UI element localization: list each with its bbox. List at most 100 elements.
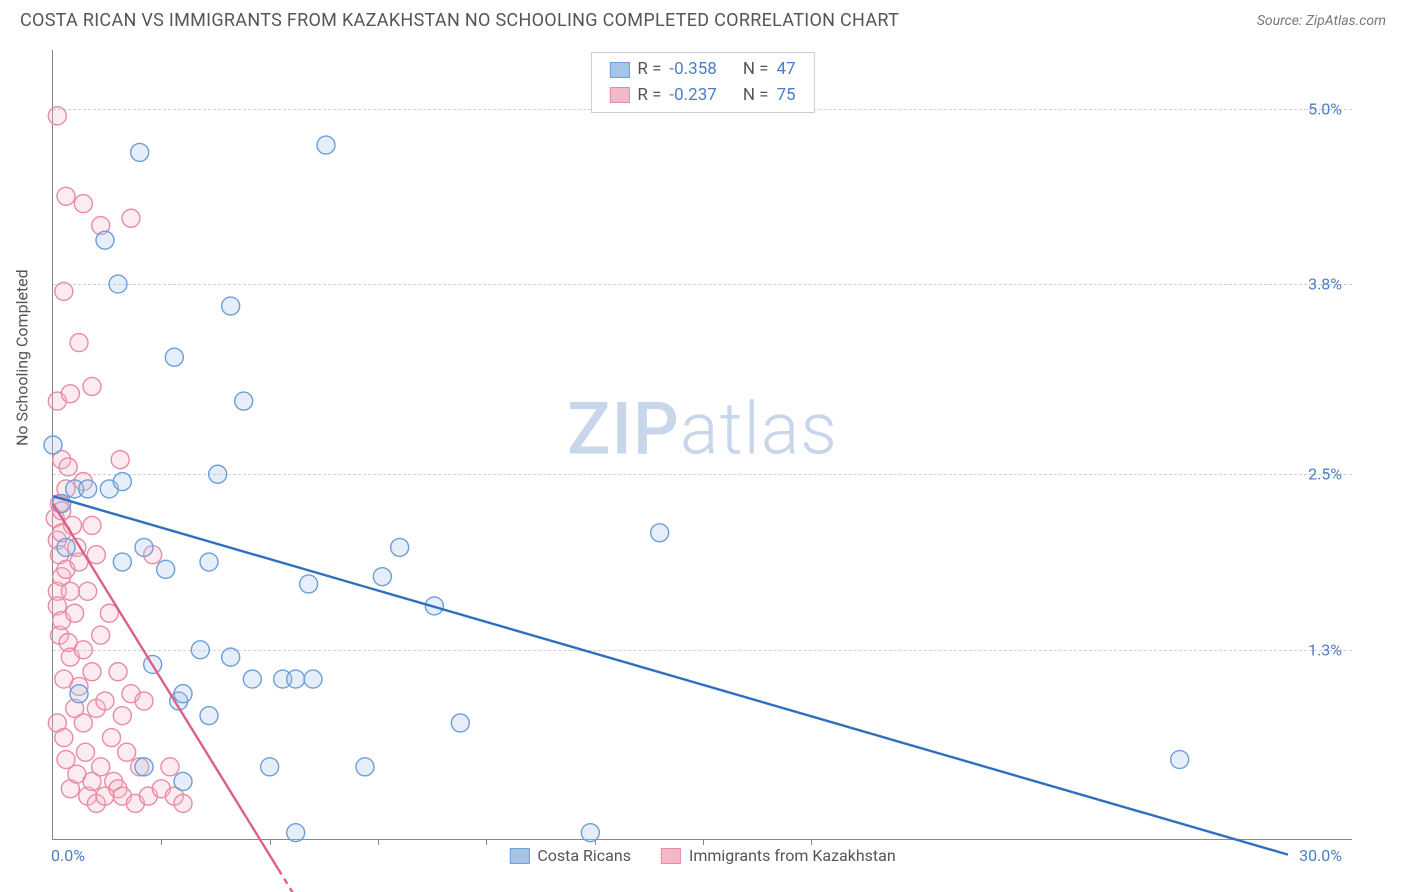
stats-row-blue: R = -0.358 N = 47 bbox=[609, 57, 795, 83]
scatter-point bbox=[222, 297, 240, 315]
scatter-point bbox=[66, 604, 84, 622]
scatter-point bbox=[451, 714, 469, 732]
scatter-point bbox=[161, 758, 179, 776]
scatter-point bbox=[135, 538, 153, 556]
scatter-point bbox=[74, 195, 92, 213]
stats-box: R = -0.358 N = 47 R = -0.237 N = 75 bbox=[590, 52, 814, 113]
n-value-blue: 47 bbox=[777, 57, 796, 83]
scatter-point bbox=[209, 465, 227, 483]
swatch-blue bbox=[609, 62, 629, 78]
scatter-point bbox=[44, 436, 62, 454]
scatter-point bbox=[48, 107, 66, 125]
scatter-point bbox=[79, 582, 97, 600]
scatter-point bbox=[235, 392, 253, 410]
scatter-point bbox=[113, 553, 131, 571]
scatter-point bbox=[287, 670, 305, 688]
scatter-point bbox=[87, 546, 105, 564]
scatter-point bbox=[200, 707, 218, 725]
trend-line bbox=[53, 496, 1288, 854]
x-tick bbox=[161, 839, 162, 845]
legend-item-blue: Costa Ricans bbox=[509, 846, 631, 865]
n-value-pink: 75 bbox=[777, 83, 796, 109]
scatter-point bbox=[92, 626, 110, 644]
x-tick bbox=[270, 839, 271, 845]
scatter-point bbox=[135, 692, 153, 710]
scatter-point bbox=[317, 136, 335, 154]
scatter-point bbox=[651, 524, 669, 542]
page-title: COSTA RICAN VS IMMIGRANTS FROM KAZAKHSTA… bbox=[20, 10, 899, 31]
scatter-svg bbox=[53, 50, 1352, 839]
scatter-point bbox=[191, 641, 209, 659]
scatter-point bbox=[70, 685, 88, 703]
scatter-point bbox=[165, 348, 183, 366]
scatter-point bbox=[581, 824, 599, 842]
scatter-point bbox=[391, 538, 409, 556]
scatter-point bbox=[118, 743, 136, 761]
scatter-point bbox=[356, 758, 374, 776]
scatter-point bbox=[304, 670, 322, 688]
scatter-point bbox=[1171, 751, 1189, 769]
scatter-point bbox=[113, 473, 131, 491]
source-name: ZipAtlas.com bbox=[1306, 13, 1386, 29]
swatch-pink bbox=[609, 87, 629, 103]
source-prefix: Source: bbox=[1257, 13, 1306, 29]
scatter-point bbox=[83, 516, 101, 534]
scatter-point bbox=[61, 385, 79, 403]
scatter-point bbox=[174, 685, 192, 703]
scatter-point bbox=[131, 143, 149, 161]
scatter-point bbox=[79, 480, 97, 498]
legend-swatch-blue bbox=[509, 848, 529, 864]
scatter-point bbox=[83, 663, 101, 681]
scatter-point bbox=[70, 334, 88, 352]
r-label-pink: R = bbox=[637, 83, 661, 109]
scatter-point bbox=[61, 582, 79, 600]
n-label-pink: N = bbox=[743, 83, 769, 109]
scatter-point bbox=[103, 729, 121, 747]
legend-label-blue: Costa Ricans bbox=[537, 846, 631, 865]
scatter-point bbox=[83, 377, 101, 395]
r-value-pink: -0.237 bbox=[669, 83, 716, 109]
legend-item-pink: Immigrants from Kazakhstan bbox=[661, 846, 896, 865]
scatter-point bbox=[57, 538, 75, 556]
scatter-point bbox=[200, 553, 218, 571]
scatter-point bbox=[135, 758, 153, 776]
scatter-point bbox=[92, 758, 110, 776]
x-axis-max-label: 30.0% bbox=[1299, 846, 1342, 865]
scatter-point bbox=[261, 758, 279, 776]
chart-plot-area: ZIPatlas 1.3%2.5%3.8%5.0% R = -0.358 N =… bbox=[52, 50, 1352, 840]
x-tick bbox=[486, 839, 487, 845]
scatter-point bbox=[96, 231, 114, 249]
x-tick bbox=[595, 839, 596, 845]
scatter-point bbox=[122, 209, 140, 227]
scatter-point bbox=[222, 648, 240, 666]
legend: Costa Ricans Immigrants from Kazakhstan bbox=[509, 846, 895, 865]
scatter-point bbox=[55, 729, 73, 747]
scatter-point bbox=[109, 275, 127, 293]
scatter-point bbox=[174, 794, 192, 812]
n-label-blue: N = bbox=[743, 57, 769, 83]
legend-label-pink: Immigrants from Kazakhstan bbox=[689, 846, 896, 865]
trend-line bbox=[278, 869, 321, 892]
scatter-point bbox=[96, 692, 114, 710]
r-label-blue: R = bbox=[637, 57, 661, 83]
scatter-point bbox=[113, 707, 131, 725]
legend-swatch-pink bbox=[661, 848, 681, 864]
x-tick bbox=[811, 839, 812, 845]
stats-row-pink: R = -0.237 N = 75 bbox=[609, 83, 795, 109]
scatter-point bbox=[74, 641, 92, 659]
scatter-point bbox=[157, 560, 175, 578]
scatter-point bbox=[55, 282, 73, 300]
scatter-point bbox=[57, 187, 75, 205]
scatter-point bbox=[111, 451, 129, 469]
scatter-point bbox=[109, 663, 127, 681]
scatter-point bbox=[373, 568, 391, 586]
scatter-point bbox=[74, 714, 92, 732]
x-axis-min-label: 0.0% bbox=[51, 846, 85, 865]
x-tick bbox=[703, 839, 704, 845]
scatter-point bbox=[59, 458, 77, 476]
scatter-point bbox=[174, 772, 192, 790]
source-attribution: Source: ZipAtlas.com bbox=[1257, 13, 1386, 29]
r-value-blue: -0.358 bbox=[669, 57, 716, 83]
scatter-point bbox=[243, 670, 261, 688]
y-axis-label: No Schooling Completed bbox=[13, 269, 32, 446]
